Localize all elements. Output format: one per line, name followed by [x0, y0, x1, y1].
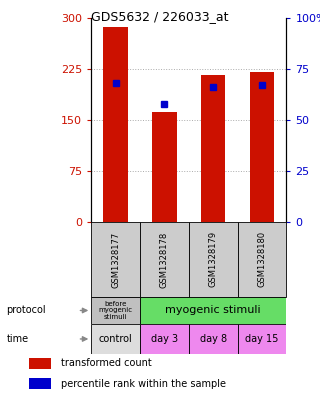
Bar	[250, 72, 274, 222]
Text: GSM1328179: GSM1328179	[209, 231, 218, 287]
Bar	[91, 297, 140, 324]
Bar	[140, 324, 189, 354]
Text: day 3: day 3	[151, 334, 178, 344]
Text: myogenic stimuli: myogenic stimuli	[165, 305, 261, 316]
Bar	[140, 222, 189, 297]
Bar	[189, 324, 237, 354]
Text: GDS5632 / 226033_at: GDS5632 / 226033_at	[91, 10, 229, 23]
Bar	[103, 27, 128, 222]
Bar	[91, 222, 140, 297]
Bar	[152, 112, 177, 222]
Bar	[91, 324, 140, 354]
Bar	[237, 222, 286, 297]
Bar	[140, 297, 286, 324]
Text: day 8: day 8	[200, 334, 227, 344]
Text: percentile rank within the sample: percentile rank within the sample	[61, 378, 226, 389]
Text: GSM1328180: GSM1328180	[258, 231, 267, 287]
Bar	[189, 222, 237, 297]
Text: protocol: protocol	[6, 305, 46, 316]
Bar	[29, 358, 51, 369]
Text: day 15: day 15	[245, 334, 279, 344]
Text: GSM1328177: GSM1328177	[111, 231, 120, 288]
Bar	[201, 75, 225, 222]
Bar	[29, 378, 51, 389]
Text: control: control	[99, 334, 132, 344]
Text: transformed count: transformed count	[61, 358, 152, 368]
Text: before
myogenic
stimuli: before myogenic stimuli	[99, 301, 133, 320]
Text: GSM1328178: GSM1328178	[160, 231, 169, 288]
Text: time: time	[6, 334, 28, 344]
Bar	[237, 324, 286, 354]
